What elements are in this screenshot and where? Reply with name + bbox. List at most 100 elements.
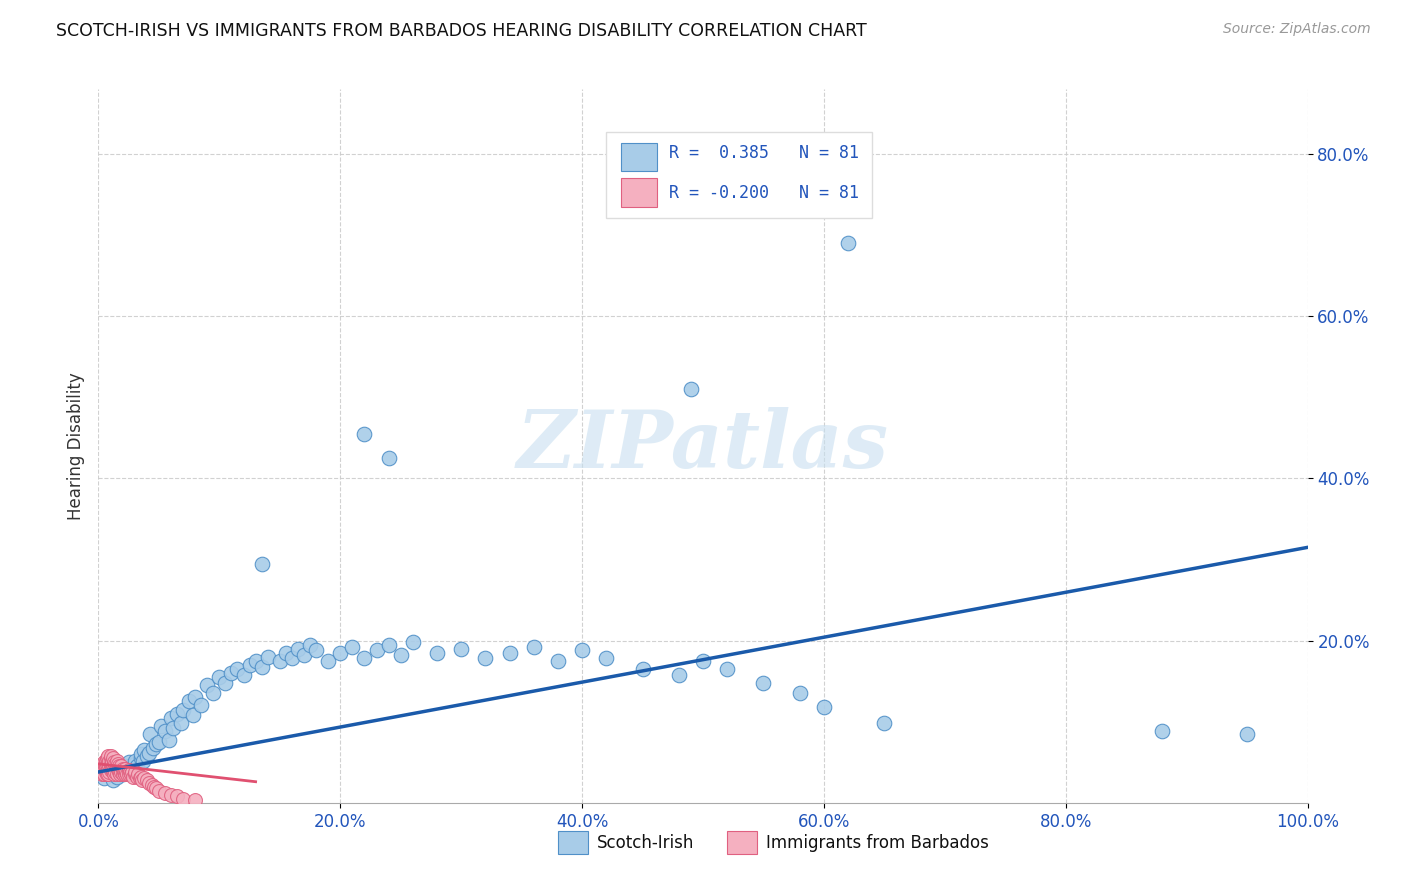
Point <box>184 793 207 807</box>
Point <box>143 780 166 794</box>
Bar <box>621 178 657 207</box>
Point <box>299 638 322 652</box>
Point <box>93 756 115 770</box>
Point <box>122 770 145 784</box>
Point <box>96 767 118 781</box>
Point <box>179 694 201 708</box>
Point <box>752 675 775 690</box>
Point <box>101 759 124 773</box>
Point <box>100 762 122 776</box>
Point <box>103 756 125 770</box>
Point <box>108 759 131 773</box>
Point <box>139 727 162 741</box>
Point <box>631 662 654 676</box>
Point <box>94 754 117 768</box>
Point <box>1236 727 1258 741</box>
Point <box>221 666 243 681</box>
Point <box>93 762 115 776</box>
Point <box>389 648 412 663</box>
Point <box>716 662 738 676</box>
Point <box>292 648 315 663</box>
Point <box>789 686 811 700</box>
Point <box>148 783 170 797</box>
Point <box>96 756 118 771</box>
Point <box>98 764 121 779</box>
Point <box>101 751 124 765</box>
Point <box>91 767 114 781</box>
Point <box>366 643 388 657</box>
Point <box>474 651 496 665</box>
Point <box>195 678 218 692</box>
Point <box>181 708 204 723</box>
Point <box>112 764 135 779</box>
Point <box>148 735 170 749</box>
Point <box>166 706 188 721</box>
Point <box>837 236 859 251</box>
Bar <box>727 831 758 855</box>
Point <box>107 762 129 776</box>
Point <box>121 764 143 779</box>
Point <box>134 772 156 786</box>
Point <box>166 789 188 804</box>
Point <box>111 767 134 781</box>
Point <box>104 756 127 771</box>
Point <box>169 716 191 731</box>
Point <box>98 759 121 773</box>
Point <box>121 762 143 776</box>
Point <box>114 767 136 781</box>
Point <box>172 791 194 805</box>
Point <box>108 762 131 776</box>
Point <box>353 426 375 441</box>
Point <box>129 751 152 765</box>
Point <box>104 764 127 779</box>
Text: Immigrants from Barbados: Immigrants from Barbados <box>766 834 988 852</box>
Point <box>232 667 254 681</box>
Point <box>114 759 136 773</box>
FancyBboxPatch shape <box>606 132 872 218</box>
Point <box>105 770 128 784</box>
Point <box>100 756 122 771</box>
Point <box>274 646 297 660</box>
Point <box>93 772 115 786</box>
Point <box>135 748 157 763</box>
Point <box>118 764 141 779</box>
Point <box>595 651 617 665</box>
Point <box>91 759 114 773</box>
Point <box>94 759 117 773</box>
Point <box>103 762 125 776</box>
Point <box>111 762 134 776</box>
Point <box>184 690 207 705</box>
Point <box>105 754 128 768</box>
Point <box>108 764 131 779</box>
Point <box>118 767 141 781</box>
Point <box>128 772 150 786</box>
Text: Scotch-Irish: Scotch-Irish <box>596 834 695 852</box>
Text: R = -0.200   N = 81: R = -0.200 N = 81 <box>669 184 859 202</box>
Point <box>135 773 157 788</box>
Point <box>91 762 114 776</box>
Bar <box>621 143 657 171</box>
Point <box>97 748 120 763</box>
Point <box>118 764 141 778</box>
Point <box>305 643 328 657</box>
Point <box>110 759 132 773</box>
Point <box>668 667 690 681</box>
Point <box>138 775 160 789</box>
Point <box>131 773 153 788</box>
Point <box>105 764 128 778</box>
Point <box>94 764 117 779</box>
Point <box>118 764 141 779</box>
Point <box>377 638 399 652</box>
Point <box>129 747 152 761</box>
Point <box>111 762 134 776</box>
Point <box>426 646 449 660</box>
Text: SCOTCH-IRISH VS IMMIGRANTS FROM BARBADOS HEARING DISABILITY CORRELATION CHART: SCOTCH-IRISH VS IMMIGRANTS FROM BARBADOS… <box>56 22 868 40</box>
Point <box>813 700 835 714</box>
Bar <box>558 831 588 855</box>
Point <box>124 767 146 781</box>
Point <box>108 764 131 779</box>
Point <box>127 759 149 773</box>
Point <box>450 641 472 656</box>
Point <box>134 743 156 757</box>
Point <box>157 732 180 747</box>
